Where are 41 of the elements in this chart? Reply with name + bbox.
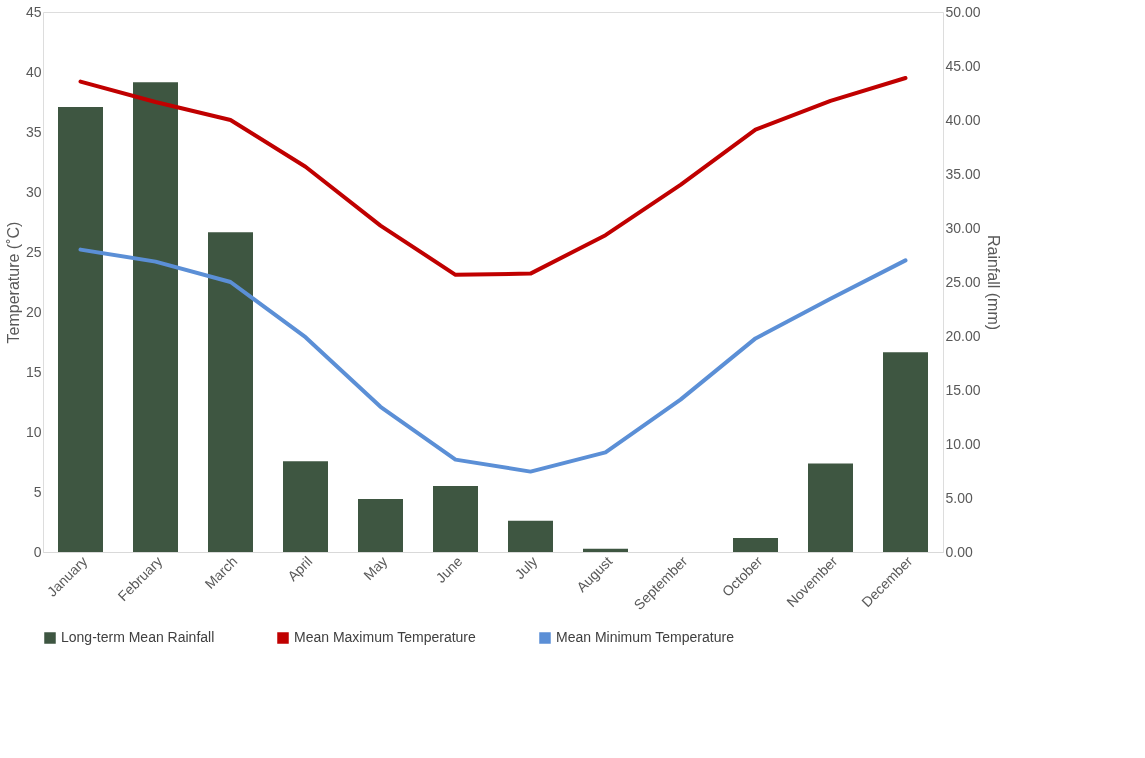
y2-tick-label: 10.00 [945, 435, 981, 452]
y2-axis-title: Rainfall (mm) [984, 234, 1002, 331]
legend-label: Long-term Mean Rainfall [61, 629, 215, 645]
y2-tick-label: 5.00 [945, 489, 973, 506]
y-tick-label: 5 [33, 483, 42, 500]
y-tick-label: 35 [25, 123, 42, 140]
y2-tick-label: 40.00 [945, 111, 981, 128]
y2-tick-label: 25.00 [945, 273, 981, 290]
y2-tick-label: 15.00 [945, 381, 981, 398]
y2-tick-label: 35.00 [945, 165, 981, 182]
y-tick-label: 25 [25, 243, 42, 260]
y-tick-label: 10 [25, 423, 42, 440]
y-tick-label: 40 [25, 63, 42, 80]
y2-tick-label: 45.00 [945, 57, 981, 74]
bar [283, 461, 328, 552]
y-tick-label: 45 [25, 3, 42, 20]
bar [508, 520, 553, 552]
y2-tick-label: 20.00 [945, 327, 981, 344]
x-tick-label: July [511, 553, 541, 583]
bar [583, 548, 628, 552]
bar [808, 463, 853, 552]
legend-label: Mean Minimum Temperature [556, 629, 735, 645]
y2-tick-label: 0.00 [945, 543, 973, 560]
bar [133, 82, 178, 552]
y-tick-label: 20 [25, 303, 42, 320]
y2-tick-label: 30.00 [945, 219, 981, 236]
x-tick-label: May [360, 553, 391, 584]
line-series [78, 76, 908, 277]
bar [883, 352, 928, 552]
bar [208, 232, 253, 552]
y-axis-title: Temperature (˚C) [4, 221, 22, 344]
bar [58, 107, 103, 552]
bar [433, 486, 478, 552]
y-tick-label: 15 [25, 363, 42, 380]
line-series [78, 247, 908, 474]
y-tick-label: 0 [33, 543, 42, 560]
bar [358, 499, 403, 552]
bar [733, 537, 778, 552]
y2-tick-label: 50.00 [945, 3, 981, 20]
y-tick-label: 30 [25, 183, 42, 200]
legend-label: Mean Maximum Temperature [294, 629, 477, 645]
